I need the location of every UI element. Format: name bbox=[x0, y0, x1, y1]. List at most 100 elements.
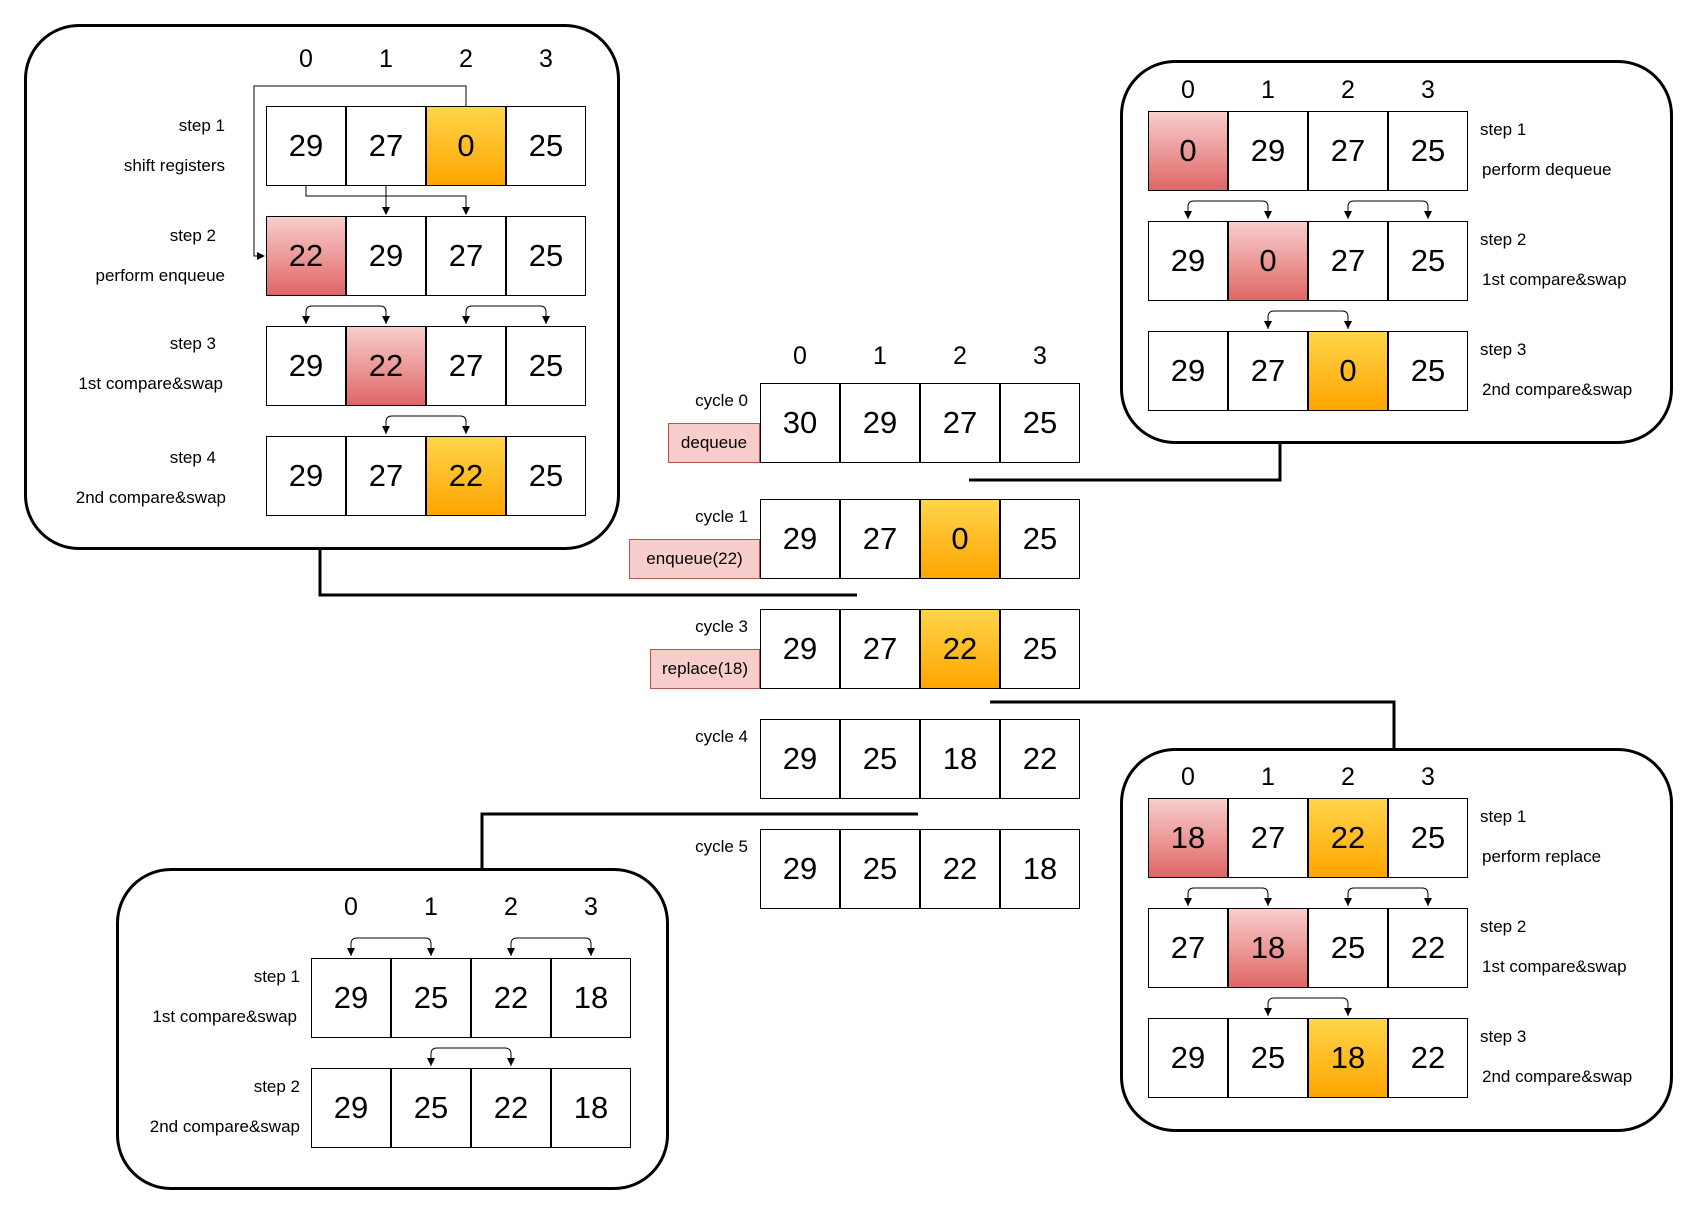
enqueue-step-title-3: step 4 bbox=[169, 448, 216, 467]
enqueue-swap-arrow-0-head-0 bbox=[302, 316, 310, 324]
replace-step-desc-0: perform replace bbox=[1482, 847, 1602, 866]
replace-step-0-cell-0: 18 bbox=[1148, 798, 1228, 878]
dequeue-step-0-cell-2: 27 bbox=[1308, 111, 1388, 191]
enqueue-step-1-cell-3: 25 bbox=[506, 216, 586, 296]
replace-step-0-cell-3: 25 bbox=[1388, 798, 1468, 878]
connector-dequeue bbox=[969, 444, 1282, 482]
replace-step-2-cell-0: 29 bbox=[1148, 1018, 1228, 1098]
replace-step-title-0: step 1 bbox=[1480, 807, 1527, 826]
cycle-row-4-cell-1: 25 bbox=[840, 829, 920, 909]
enqueue-feedback-arrow bbox=[253, 85, 467, 260]
dequeue-index-2: 2 bbox=[1341, 76, 1355, 104]
sort-swap-arrow-1-head-1 bbox=[587, 948, 595, 956]
dequeue-step-1-cell-0: 29 bbox=[1148, 221, 1228, 301]
enqueue-step-title-0: step 1 bbox=[178, 116, 225, 135]
main-index-1: 1 bbox=[873, 342, 887, 370]
enqueue-swap-arrow-1-head-0 bbox=[462, 316, 470, 324]
cycle-label-4: cycle 5 bbox=[695, 837, 748, 856]
dequeue-step-2-cell-2: 0 bbox=[1308, 331, 1388, 411]
replace-step-2-cell-3: 22 bbox=[1388, 1018, 1468, 1098]
replace-swap-arrow-1-head-1 bbox=[1424, 898, 1432, 906]
enqueue-swap-arrow-0 bbox=[305, 305, 387, 324]
replace-swap-arrow-2-head-1 bbox=[1344, 1008, 1352, 1016]
enqueue-step-3-cell-3: 25 bbox=[506, 436, 586, 516]
sort-step-1-cell-2: 22 bbox=[471, 1068, 551, 1148]
cycle-row-1-cell-1: 27 bbox=[840, 499, 920, 579]
sort-step-1-cell-1: 25 bbox=[391, 1068, 471, 1148]
cycle-row-2-cell-1: 27 bbox=[840, 609, 920, 689]
dequeue-step-0-cell-3: 25 bbox=[1388, 111, 1468, 191]
sort-step-0-cell-1: 25 bbox=[391, 958, 471, 1038]
cycle-row-0-cell-2: 27 bbox=[920, 383, 1000, 463]
cycle-row-1-cell-3: 25 bbox=[1000, 499, 1080, 579]
enqueue-step-desc-1: perform enqueue bbox=[95, 266, 225, 285]
operation-badge-2: replace(18) bbox=[650, 649, 760, 689]
replace-swap-arrow-2 bbox=[1267, 997, 1349, 1016]
dequeue-step-2-cell-1: 27 bbox=[1228, 331, 1308, 411]
sort-step-1-cell-3: 18 bbox=[551, 1068, 631, 1148]
dequeue-index-0: 0 bbox=[1181, 76, 1195, 104]
dequeue-swap-arrow-2-head-1 bbox=[1344, 321, 1352, 329]
sort-swap-arrow-1 bbox=[510, 937, 592, 956]
replace-swap-arrow-1 bbox=[1347, 887, 1429, 906]
dequeue-index-1: 1 bbox=[1261, 76, 1275, 104]
sort-swap-arrow-1-head-0 bbox=[507, 948, 515, 956]
replace-step-1-cell-0: 27 bbox=[1148, 908, 1228, 988]
sort-step-desc-1: 2nd compare&swap bbox=[149, 1117, 300, 1136]
sort-step-0-cell-2: 22 bbox=[471, 958, 551, 1038]
dequeue-step-0-cell-1: 29 bbox=[1228, 111, 1308, 191]
cycle-row-3-cell-1: 25 bbox=[840, 719, 920, 799]
cycle-row-2-cell-0: 29 bbox=[760, 609, 840, 689]
main-index-0: 0 bbox=[793, 342, 807, 370]
enqueue-step-2-cell-3: 25 bbox=[506, 326, 586, 406]
replace-index-2: 2 bbox=[1341, 763, 1355, 791]
cycle-row-3-cell-2: 18 bbox=[920, 719, 1000, 799]
shift-arrow-0 bbox=[305, 186, 390, 215]
sort-swap-arrow-0-head-0 bbox=[347, 948, 355, 956]
replace-step-title-1: step 2 bbox=[1480, 917, 1527, 936]
sort-index-3: 3 bbox=[584, 893, 598, 921]
dequeue-step-title-1: step 2 bbox=[1480, 230, 1527, 249]
cycle-row-0-cell-1: 29 bbox=[840, 383, 920, 463]
dequeue-swap-arrow-0-head-0 bbox=[1184, 211, 1192, 219]
connector-enqueue bbox=[318, 550, 857, 597]
cycle-row-4-cell-3: 18 bbox=[1000, 829, 1080, 909]
enqueue-step-0-cell-2: 0 bbox=[426, 106, 506, 186]
enqueue-step-0-cell-0: 29 bbox=[266, 106, 346, 186]
cycle-row-4-cell-0: 29 bbox=[760, 829, 840, 909]
cycle-label-1: cycle 1 bbox=[695, 507, 748, 526]
enqueue-index-2: 2 bbox=[459, 45, 473, 73]
cycle-row-4-cell-2: 22 bbox=[920, 829, 1000, 909]
sort-step-0-cell-3: 18 bbox=[551, 958, 631, 1038]
dequeue-step-desc-0: perform dequeue bbox=[1482, 160, 1612, 179]
operation-badge-1: enqueue(22) bbox=[629, 539, 760, 579]
enqueue-swap-arrow-2-head-0 bbox=[382, 426, 390, 434]
dequeue-step-title-0: step 1 bbox=[1480, 120, 1527, 139]
enqueue-step-1-cell-2: 27 bbox=[426, 216, 506, 296]
dequeue-index-3: 3 bbox=[1421, 76, 1435, 104]
dequeue-step-title-2: step 3 bbox=[1480, 340, 1527, 359]
enqueue-step-0-cell-1: 27 bbox=[346, 106, 426, 186]
sort-index-2: 2 bbox=[504, 893, 518, 921]
dequeue-step-2-cell-3: 25 bbox=[1388, 331, 1468, 411]
connector-sort bbox=[480, 812, 918, 868]
replace-swap-arrow-0-head-0 bbox=[1184, 898, 1192, 906]
enqueue-step-title-1: step 2 bbox=[169, 226, 216, 245]
sort-swap-arrow-2-head-0 bbox=[427, 1058, 435, 1066]
sort-swap-arrow-0-head-1 bbox=[427, 948, 435, 956]
sort-step-1-cell-0: 29 bbox=[311, 1068, 391, 1148]
main-index-2: 2 bbox=[953, 342, 967, 370]
enqueue-step-3-cell-1: 27 bbox=[346, 436, 426, 516]
replace-step-2-cell-1: 25 bbox=[1228, 1018, 1308, 1098]
sort-index-0: 0 bbox=[344, 893, 358, 921]
cycle-label-0: cycle 0 bbox=[695, 391, 748, 410]
replace-step-1-cell-3: 22 bbox=[1388, 908, 1468, 988]
enqueue-step-0-cell-3: 25 bbox=[506, 106, 586, 186]
replace-step-1-cell-2: 25 bbox=[1308, 908, 1388, 988]
enqueue-swap-arrow-0-head-1 bbox=[382, 316, 390, 324]
dequeue-step-1-cell-1: 0 bbox=[1228, 221, 1308, 301]
replace-swap-arrow-1-head-0 bbox=[1344, 898, 1352, 906]
dequeue-step-1-cell-3: 25 bbox=[1388, 221, 1468, 301]
replace-step-1-cell-1: 18 bbox=[1228, 908, 1308, 988]
